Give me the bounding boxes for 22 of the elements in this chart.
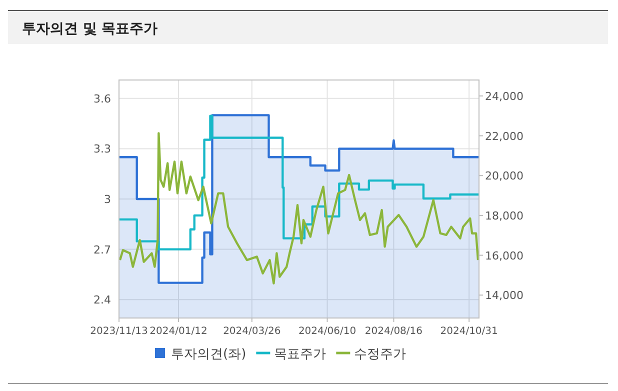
y-tick-label: 3 — [104, 193, 111, 206]
y2-tick-label: 22,000 — [485, 130, 524, 143]
x-tick-label: 2024/01/12 — [150, 326, 208, 337]
y-tick-label: 3.6 — [94, 92, 111, 106]
y-tick-label: 2.7 — [94, 243, 111, 256]
x-tick-label: 2024/08/16 — [364, 326, 423, 337]
x-tick-label: 2024/06/10 — [298, 326, 356, 337]
y2-tick-label: 24,000 — [485, 90, 524, 103]
legend-label: 투자의견(좌) — [171, 347, 246, 362]
y2-tick-label: 18,000 — [485, 209, 524, 222]
chart-title: 투자의견 및 목표주가 — [22, 21, 158, 37]
x-tick-label: 2024/10/31 — [440, 326, 498, 337]
y2-tick-label: 16,000 — [485, 249, 524, 262]
legend-label: 수정주가 — [354, 347, 406, 362]
x-tick-label: 2023/11/13 — [90, 326, 148, 337]
x-tick-label: 2024/03/26 — [223, 326, 281, 337]
line-series — [118, 132, 480, 284]
y2-tick-label: 14,000 — [485, 289, 524, 302]
y-tick-label: 3.3 — [94, 142, 111, 156]
y-tick-label: 2.4 — [94, 294, 111, 307]
legend-label: 목표주가 — [274, 347, 326, 362]
y2-tick-label: 20,000 — [485, 170, 524, 183]
